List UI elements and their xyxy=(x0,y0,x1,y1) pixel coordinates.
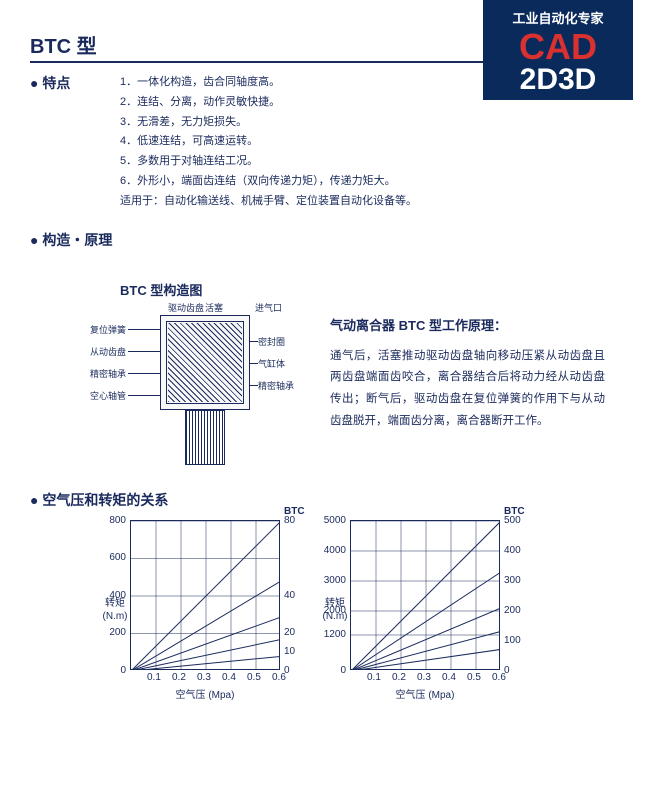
diagram-callout: 复位弹簧 xyxy=(90,323,126,336)
feature-item: 4．低速连结，可高速运转。 xyxy=(120,132,417,152)
chart-ytick-right: 300 xyxy=(504,575,521,586)
chart-xtick: 0.2 xyxy=(392,672,406,683)
chart-ytick-left: 2000 xyxy=(324,605,346,616)
diagram-callout: 密封圈 xyxy=(258,335,285,348)
chart-ytick-left: 400 xyxy=(109,590,126,601)
chart-xtick: 0.5 xyxy=(467,672,481,683)
chart-ytick-left: 0 xyxy=(340,665,346,676)
chart-ytick-left: 4000 xyxy=(324,545,346,556)
feature-item: 2．连结、分离，动作灵敏快捷。 xyxy=(120,93,417,113)
chart-ytick-right: 40 xyxy=(284,590,295,601)
chart-xtick: 0.3 xyxy=(197,672,211,683)
chart-xtick: 0.6 xyxy=(272,672,286,683)
diagram-title: BTC 型构造图 xyxy=(120,280,625,299)
chart-plot xyxy=(350,520,500,670)
charts-row: 转矩(N.m)8006004002000BTC0102040800.10.20.… xyxy=(100,520,625,701)
structure-diagram: 复位弹簧从动齿盘精密轴承空心轴管驱动齿盘活塞进气口密封圈气缸体精密轴承 xyxy=(90,305,310,465)
chart-ytick-left: 1200 xyxy=(324,629,346,640)
chart-ytick-left: 800 xyxy=(109,515,126,526)
diagram-callout: 从动齿盘 xyxy=(90,345,126,358)
principle-column: 气动离合器 BTC 型工作原理： 通气后，活塞推动驱动齿盘轴向移动压紧从动齿盘且… xyxy=(310,305,625,465)
features-heading: ● 特点 xyxy=(30,73,120,212)
diagram-callout: 驱动齿盘 xyxy=(168,301,204,314)
chart-x-label: 空气压 (Mpa) xyxy=(130,686,280,701)
chart-plot xyxy=(130,520,280,670)
chart-ytick-left: 5000 xyxy=(324,515,346,526)
diagram-callout: 活塞 xyxy=(205,301,223,314)
structure-heading: ● 构造・原理 xyxy=(30,230,120,250)
chart-ytick-right: 400 xyxy=(504,545,521,556)
chart-xtick: 0.4 xyxy=(222,672,236,683)
logo-tagline: 工业自动化专家 xyxy=(483,8,633,27)
diagram-callout: 空心轴管 xyxy=(90,389,126,402)
chart-xtick: 0.2 xyxy=(172,672,186,683)
feature-item: 1．一体化构造，齿合同轴度高。 xyxy=(120,73,417,93)
logo-line1: CAD xyxy=(483,29,633,65)
charts-heading: ● 空气压和转矩的关系 xyxy=(30,490,625,510)
chart-xtick: 0.5 xyxy=(247,672,261,683)
chart-xtick: 0.4 xyxy=(442,672,456,683)
chart-ytick-left: 600 xyxy=(109,552,126,563)
chart-ytick-right: 500 xyxy=(504,515,521,526)
feature-item: 5．多数用于对轴连结工况。 xyxy=(120,152,417,172)
chart-ytick-right: 200 xyxy=(504,605,521,616)
brand-logo: 工业自动化专家 CAD 2D3D xyxy=(483,0,633,100)
chart-ytick-left: 3000 xyxy=(324,575,346,586)
feature-item: 3．无滑差，无力矩损失。 xyxy=(120,113,417,133)
logo-line2: 2D3D xyxy=(483,65,633,95)
feature-item: 6．外形小，端面齿连结（双向传递力矩），传递力矩大。 xyxy=(120,172,417,192)
diagram-callout: 精密轴承 xyxy=(258,379,294,392)
feature-item: 适用于：自动化输送线、机械手臂、定位装置自动化设备等。 xyxy=(120,192,417,212)
chart-x-label: 空气压 (Mpa) xyxy=(350,686,500,701)
features-list: 1．一体化构造，齿合同轴度高。2．连结、分离，动作灵敏快捷。3．无滑差，无力矩损… xyxy=(120,73,417,212)
chart-ytick-right: 10 xyxy=(284,646,295,657)
diagram-callout: 气缸体 xyxy=(258,357,285,370)
chart-xtick: 0.1 xyxy=(367,672,381,683)
diagram-callout: 进气口 xyxy=(255,301,282,314)
chart-xtick: 0.1 xyxy=(147,672,161,683)
chart-ytick-right: 20 xyxy=(284,627,295,638)
chart-xtick: 0.3 xyxy=(417,672,431,683)
diagram-callout: 精密轴承 xyxy=(90,367,126,380)
chart-xtick: 0.6 xyxy=(492,672,506,683)
chart-left: 转矩(N.m)8006004002000BTC0102040800.10.20.… xyxy=(100,520,280,701)
principle-body: 通气后，活塞推动驱动齿盘轴向移动压紧从动齿盘且两齿盘端面齿咬合，离合器结合后将动… xyxy=(330,346,605,433)
chart-right: 转矩(N.m)500040003000200012000BTC010020030… xyxy=(320,520,500,701)
structure-row: 复位弹簧从动齿盘精密轴承空心轴管驱动齿盘活塞进气口密封圈气缸体精密轴承 气动离合… xyxy=(30,305,625,465)
chart-ytick-right: 100 xyxy=(504,635,521,646)
chart-ytick-left: 0 xyxy=(120,665,126,676)
page-content: BTC 型 ● 特点 1．一体化构造，齿合同轴度高。2．连结、分离，动作灵敏快捷… xyxy=(0,0,645,701)
chart-ytick-left: 200 xyxy=(109,627,126,638)
chart-ytick-right: 80 xyxy=(284,515,295,526)
principle-title: 气动离合器 BTC 型工作原理： xyxy=(330,315,605,334)
